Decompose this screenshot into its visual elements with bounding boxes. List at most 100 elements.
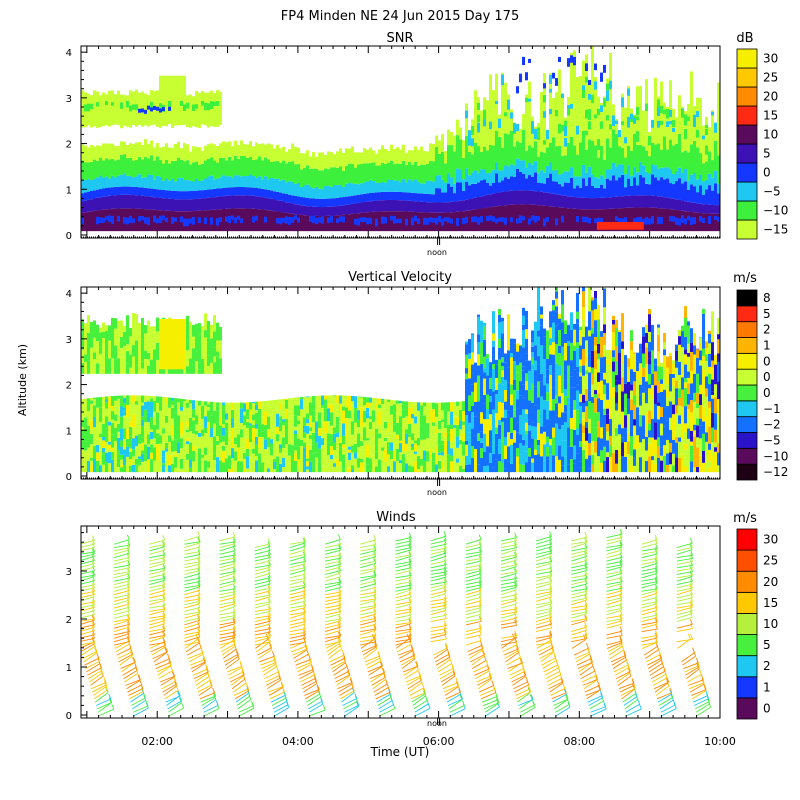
snr-cell [684,181,687,202]
snr-cell [240,218,243,224]
snr-cell [378,192,381,201]
vv-cell [549,393,552,411]
vv-cell [600,438,603,451]
vv-cell [282,467,285,473]
vv-cell [501,366,504,371]
vv-cell [471,384,474,392]
vv-cell [204,313,207,331]
vv-cell [102,454,105,465]
vv-cell [585,362,588,371]
vv-cell [351,455,354,466]
snr-cell [555,194,558,208]
vv-cell [216,422,219,426]
snr-cell [258,188,261,197]
vv-cell [594,350,597,369]
vv-cell [396,413,399,423]
vv-cell [249,425,252,438]
vv-cell [633,353,636,372]
snr-cell [123,173,126,187]
vv-cell [501,441,504,460]
wind-barb [151,646,166,656]
vv-cell [291,406,294,411]
snr-cell [216,162,219,179]
snr-cell [360,217,363,223]
snr-cell [402,192,405,201]
vv-cell [648,443,651,457]
snr-cell [303,205,306,216]
snr-cell [327,206,330,216]
snr-cell [630,150,633,176]
vv-cell [249,466,252,473]
snr-cell [411,201,414,212]
vv-cell [342,435,345,445]
vv-cell [231,448,234,452]
vv-cell [249,437,252,443]
snr-cell [465,168,468,182]
vv-cell [198,350,201,363]
snr-cell [609,132,612,148]
snr-cell [609,208,612,232]
vv-cell [315,418,318,422]
vv-cell [540,396,543,412]
vv-cell [579,461,582,468]
snr-cell [189,199,192,212]
colorbar-label: 8 [763,291,771,305]
vv-cell [300,464,303,473]
wind-barb [113,544,130,549]
vv-cell [252,449,255,454]
vv-cell [567,398,570,403]
snr-cell [681,215,684,223]
vv-cell [711,326,714,334]
snr-cell [111,158,114,176]
snr-cell [705,213,708,232]
vv-cell [717,443,720,453]
vv-cell [357,467,360,473]
vv-cell [201,469,204,473]
vv-cell [519,358,522,363]
vv-cell [219,425,222,439]
vv-cell [504,459,507,469]
vv-cell [573,323,576,330]
vv-cell [336,448,339,460]
vv-cell [186,421,189,426]
colorbar-swatch [736,67,758,88]
vv-cell [336,440,339,449]
vv-cell [354,410,357,423]
snr-cell [534,191,537,205]
vv-cell [234,444,237,452]
vv-cell [504,395,507,402]
snr-cell [519,128,522,131]
vv-cell [531,402,534,423]
snr-cell [522,190,525,205]
snr-cell [609,52,612,133]
vv-cell [276,441,279,452]
snr-cell [588,139,591,167]
vv-cell [96,349,99,364]
vv-cell [207,407,210,411]
vv-cell [177,463,180,473]
vv-cell [555,423,558,442]
snr-cell [417,165,420,183]
wind-barb [87,667,102,676]
snr-cell [159,103,162,109]
wind-barb-flag [130,650,133,656]
snr-cell [162,107,165,112]
wind-barb-flag [132,657,135,663]
snr-cell [615,196,618,209]
vv-cell [717,322,720,335]
snr-cell [642,131,645,147]
snr-cell [450,201,453,213]
snr-cell [375,153,378,166]
vv-cell [327,420,330,434]
wind-barb [149,539,165,545]
vv-cell [663,333,666,343]
vv-cell [213,443,216,454]
vv-cell [498,374,501,384]
vv-cell [675,413,678,429]
snr-cell [483,109,486,120]
vv-cell [141,317,144,331]
snr-cell [312,215,315,232]
wind-barb [125,679,141,686]
vv-cell [195,447,198,461]
vv-cell [468,358,471,367]
